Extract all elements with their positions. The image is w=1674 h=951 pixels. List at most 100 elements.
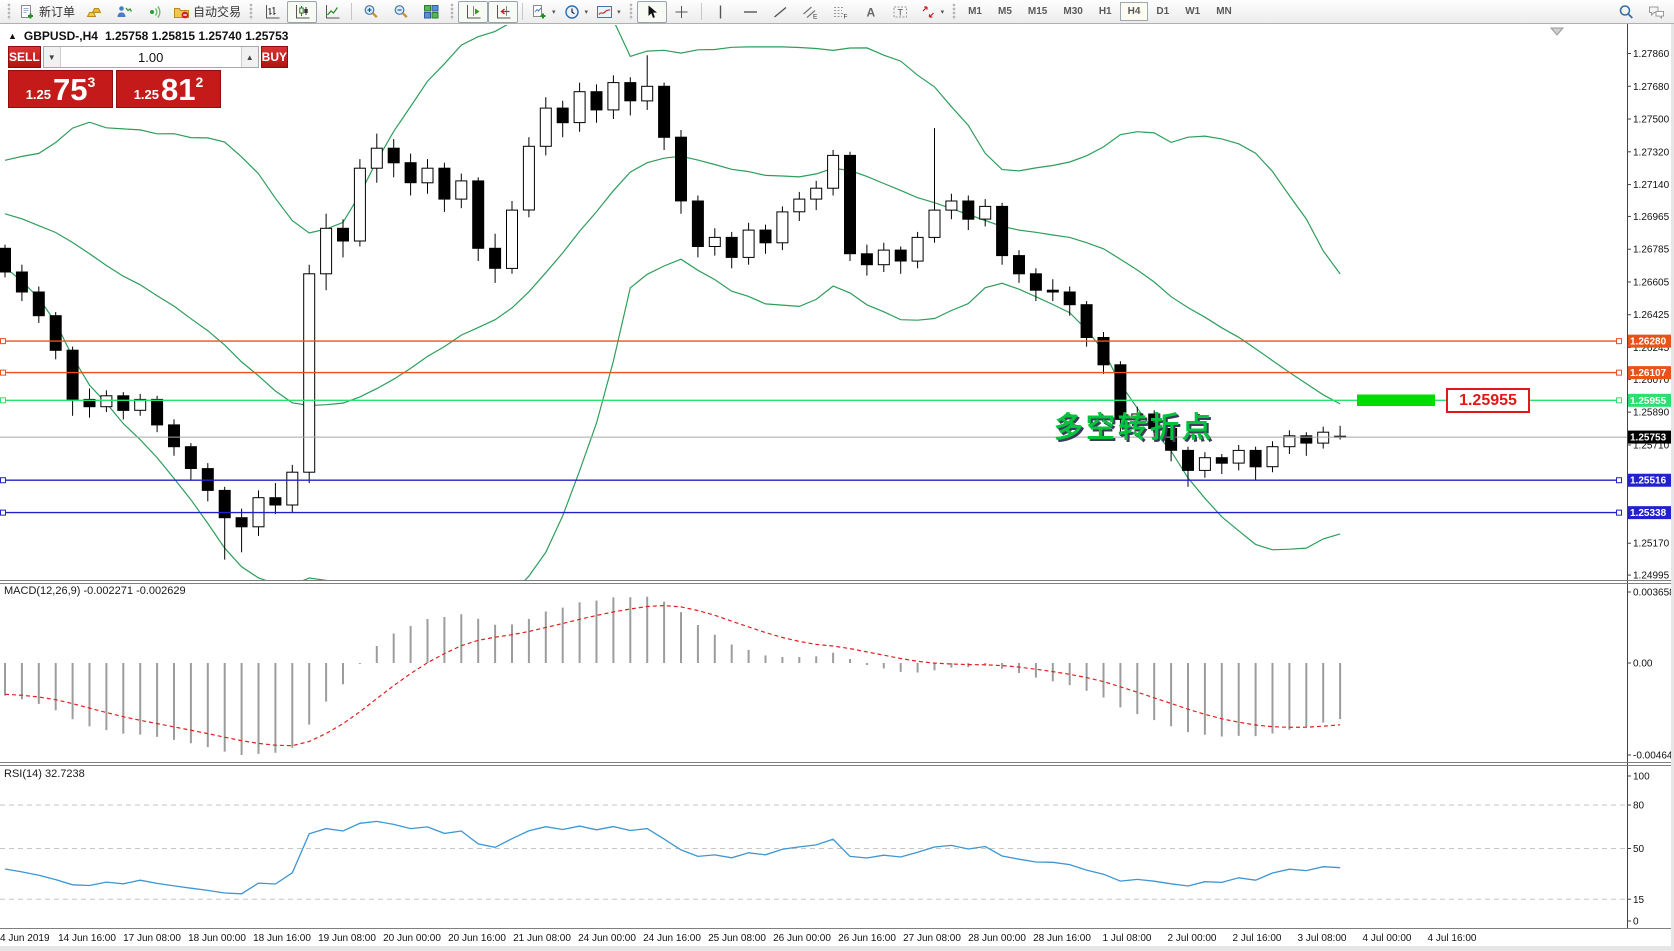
svg-text:1.25338: 1.25338 (1630, 508, 1667, 519)
svg-text:19 Jun 08:00: 19 Jun 08:00 (318, 933, 376, 944)
tile-windows-icon[interactable] (416, 1, 446, 23)
vertical-line-icon[interactable] (706, 1, 736, 23)
tf-button-m5[interactable]: M5 (998, 6, 1012, 17)
tf-button-h1[interactable]: H1 (1098, 6, 1112, 17)
svg-text:80: 80 (1633, 801, 1645, 812)
volume-input[interactable] (60, 47, 241, 67)
pane-splitter[interactable] (0, 765, 1674, 766)
chart-shift-icon[interactable] (458, 0, 489, 23)
svg-text:1.26785: 1.26785 (1633, 245, 1670, 256)
volume-stepper: ▼ ▲ (42, 46, 259, 68)
indicators-icon[interactable]: ▾ (527, 1, 560, 23)
auto-trading-icon[interactable]: 自动交易 (169, 1, 245, 23)
svg-text:4 Jul 16:00: 4 Jul 16:00 (1428, 933, 1477, 944)
macd-indicator-label: MACD(12,26,9) -0.002271 -0.002629 (4, 585, 186, 597)
svg-text:20 Jun 16:00: 20 Jun 16:00 (448, 933, 506, 944)
toolbar-separator (522, 3, 524, 20)
svg-text:25 Jun 08:00: 25 Jun 08:00 (708, 933, 766, 944)
bar-chart-icon[interactable] (257, 1, 287, 23)
annotation-price-label[interactable]: 1.25955 (1446, 388, 1530, 413)
svg-text:0: 0 (1633, 917, 1639, 928)
buy-price-sup: 2 (195, 74, 204, 90)
rsi-line (4, 820, 1341, 895)
svg-text:28 Jun 16:00: 28 Jun 16:00 (1033, 933, 1091, 944)
chart-annotation-text[interactable]: 多空转折点 (1054, 412, 1215, 444)
svg-text:1.26245: 1.26245 (1633, 343, 1670, 354)
tf-button-m30[interactable]: M30 (1063, 6, 1083, 17)
svg-text:1.26280: 1.26280 (1630, 337, 1667, 348)
text-label-icon[interactable]: T (886, 1, 916, 23)
ohlc-values: 1.25758 1.25815 1.25740 1.25753 (104, 29, 289, 43)
rsi-pane[interactable] (4, 820, 1341, 895)
symbol-name: GBPUSD-,H4 (23, 29, 98, 43)
sell-price-prefix: 1.25 (25, 87, 52, 102)
templates-icon[interactable]: ▾ (592, 1, 625, 23)
toolbar-grip (952, 3, 957, 20)
buy-button[interactable]: BUY (260, 46, 289, 68)
volume-increase-button[interactable]: ▲ (240, 47, 258, 67)
svg-text:1.26107: 1.26107 (1630, 368, 1667, 379)
time-axis[interactable]: 14 Jun 2019 14 Jun 16:00 17 Jun 08:00 18 Ju… (0, 933, 1477, 944)
svg-text:15: 15 (1633, 895, 1645, 906)
svg-text:1.25710: 1.25710 (1633, 440, 1670, 451)
quotes-icon[interactable] (79, 1, 109, 23)
svg-text:E: E (813, 13, 818, 20)
signals-icon[interactable] (139, 1, 169, 23)
candlestick-chart-icon[interactable] (287, 0, 318, 23)
search-icon[interactable] (1611, 1, 1641, 23)
svg-text:1.26070: 1.26070 (1633, 375, 1670, 386)
line-chart-icon[interactable] (317, 1, 347, 23)
pane-splitter[interactable] (0, 580, 1674, 581)
chart-shift-marker[interactable] (1549, 27, 1565, 36)
arrows-icon[interactable]: ▾ (916, 1, 949, 23)
channel-icon[interactable]: E (796, 1, 826, 23)
svg-text:100: 100 (1633, 772, 1650, 783)
svg-text:F: F (844, 13, 848, 20)
sell-button[interactable]: SELL (8, 46, 41, 68)
macd-pane[interactable] (4, 596, 1342, 755)
svg-text:20 Jun 00:00: 20 Jun 00:00 (383, 933, 441, 944)
tf-button-m15[interactable]: M15 (1027, 6, 1048, 17)
sell-price-block[interactable]: 1.25 75 3 (8, 70, 113, 108)
volume-decrease-button[interactable]: ▼ (43, 47, 61, 67)
trendline-icon[interactable] (766, 1, 796, 23)
tf-button-mn[interactable]: MN (1216, 6, 1232, 17)
auto-scroll-icon[interactable] (488, 0, 519, 23)
zoom-in-icon[interactable] (356, 1, 386, 23)
tf-button-w1[interactable]: W1 (1185, 6, 1201, 17)
chat-icon[interactable] (1641, 1, 1671, 23)
main-price-pane[interactable] (0, 0, 1622, 632)
buy-price-block[interactable]: 1.25 81 2 (116, 70, 221, 108)
horizontal-line-icon[interactable] (736, 1, 766, 23)
svg-text:14 Jun 16:00: 14 Jun 16:00 (58, 933, 116, 944)
pane-splitter[interactable] (0, 762, 1674, 763)
window-right-border (1671, 24, 1674, 951)
tf-button-d1[interactable]: D1 (1156, 6, 1170, 17)
tf-button-m1[interactable]: M1 (968, 6, 982, 17)
svg-text:1.25516: 1.25516 (1630, 476, 1667, 487)
bollinger-band-upper (4, 25, 1341, 275)
svg-text:1.27500: 1.27500 (1633, 115, 1670, 126)
periods-icon[interactable]: ▾ (560, 1, 593, 23)
price-axis[interactable]: 1.27860 1.27680 1.27500 1.27320 1.27140 1.269… (1627, 24, 1674, 928)
fibonacci-icon[interactable]: F (826, 1, 856, 23)
svg-text:50: 50 (1633, 844, 1645, 855)
svg-text:A: A (867, 5, 876, 19)
market-depth-icon[interactable] (109, 1, 139, 23)
text-icon[interactable]: A (856, 1, 886, 23)
toolbar-separator (351, 3, 353, 20)
toolbar: 新订单 自动交易 ▾ ▾ ▾ E F A T ▾ M1 M5 M15 M30 H1 H4 D1 W1 MN (0, 0, 1674, 24)
new-order-icon[interactable]: 新订单 (15, 1, 79, 23)
svg-text:24 Jun 00:00: 24 Jun 00:00 (578, 933, 636, 944)
window-bottom-strip (0, 946, 1674, 951)
zoom-out-icon[interactable] (386, 1, 416, 23)
pane-splitter[interactable] (0, 583, 1674, 584)
svg-text:1.26605: 1.26605 (1633, 277, 1670, 288)
buy-price-big: 81 (161, 72, 196, 107)
crosshair-icon[interactable] (667, 1, 697, 23)
horizontal-lines[interactable] (0, 338, 1622, 516)
highlight-box[interactable] (1357, 394, 1435, 407)
cursor-icon[interactable] (636, 0, 667, 23)
tf-button-h4[interactable]: H4 (1119, 2, 1149, 21)
